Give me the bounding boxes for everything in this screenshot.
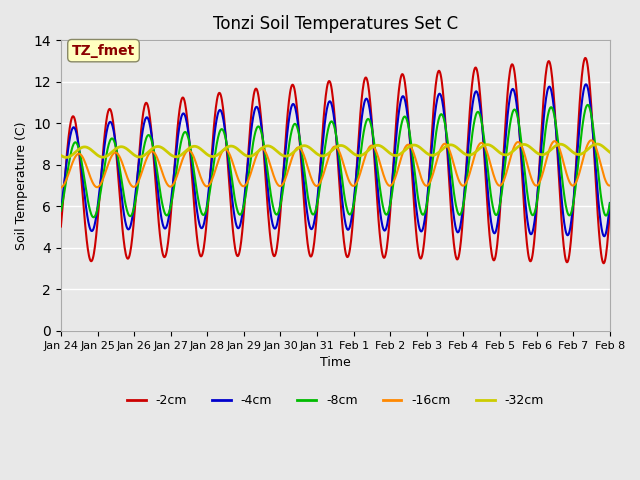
-2cm (600, 260, 607, 266)
Line: -8cm: -8cm (61, 105, 610, 217)
-2cm (279, 175, 287, 181)
-4cm (495, 211, 502, 216)
-2cm (57, 224, 65, 229)
-4cm (600, 233, 608, 239)
-16cm (606, 182, 614, 188)
-8cm (300, 160, 307, 166)
-16cm (299, 149, 307, 155)
Legend: -2cm, -4cm, -8cm, -16cm, -32cm: -2cm, -4cm, -8cm, -16cm, -32cm (122, 389, 549, 412)
-16cm (57, 185, 65, 191)
Line: -2cm: -2cm (61, 58, 610, 263)
-2cm (113, 158, 121, 164)
-16cm (485, 156, 493, 161)
-2cm (495, 224, 502, 229)
Y-axis label: Soil Temperature (C): Soil Temperature (C) (15, 121, 28, 250)
-2cm (434, 70, 442, 75)
-8cm (90, 215, 97, 220)
Line: -16cm: -16cm (61, 140, 610, 188)
-4cm (434, 94, 442, 99)
Title: Tonzi Soil Temperatures Set C: Tonzi Soil Temperatures Set C (213, 15, 458, 33)
-32cm (486, 142, 493, 148)
-32cm (593, 141, 601, 147)
-8cm (114, 152, 122, 157)
-4cm (582, 82, 589, 87)
-8cm (606, 201, 614, 206)
-16cm (588, 137, 595, 143)
-2cm (299, 182, 307, 188)
-16cm (113, 150, 121, 156)
-32cm (435, 150, 442, 156)
Text: TZ_fmet: TZ_fmet (72, 44, 135, 58)
-8cm (435, 118, 442, 123)
-2cm (581, 55, 589, 61)
-8cm (584, 102, 592, 108)
-4cm (279, 175, 287, 181)
-2cm (485, 226, 493, 231)
-16cm (434, 154, 442, 160)
-32cm (495, 149, 503, 155)
-8cm (280, 184, 287, 190)
-4cm (113, 151, 121, 157)
-4cm (57, 208, 65, 214)
-32cm (280, 153, 287, 158)
-16cm (495, 182, 502, 188)
-32cm (63, 155, 70, 160)
-32cm (114, 145, 122, 151)
-8cm (486, 182, 493, 188)
Line: -4cm: -4cm (61, 84, 610, 236)
-32cm (57, 153, 65, 158)
-16cm (279, 181, 287, 187)
-32cm (300, 143, 307, 149)
-8cm (495, 204, 503, 210)
-32cm (606, 149, 614, 155)
-4cm (485, 201, 493, 207)
-2cm (606, 206, 614, 212)
X-axis label: Time: Time (320, 356, 351, 369)
-4cm (299, 168, 307, 173)
-4cm (606, 200, 614, 206)
Line: -32cm: -32cm (61, 144, 610, 157)
-8cm (57, 208, 65, 214)
